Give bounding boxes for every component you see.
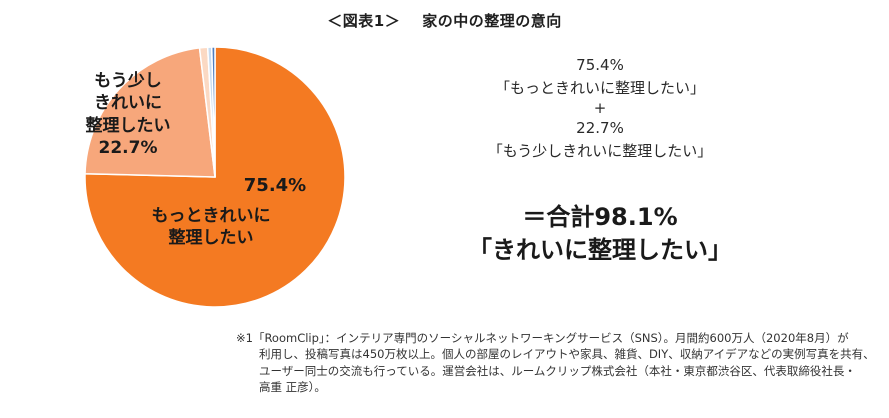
footnote-line3: ユーザー同士の交流も行っている。運営会社は、ルームクリップ株式会社（本社・東京都… [259,363,856,378]
slice-label-more-a-bit: もう少し きれいに 整理したい 22.7% [80,70,176,160]
summary-line2: 「もっときれいに整理したい」 [494,78,705,97]
slice-label-more-a-bit-line1: もう少し [94,71,162,91]
summary-total-line2: 「きれいに整理したい」 [468,236,732,265]
slice-label-much-more: もっときれいに 整理したい [136,205,286,250]
slice-label-more-a-bit-line2: きれいに [94,93,162,114]
summary-line1: 75.4% [576,56,624,74]
slice-much-more [84,46,346,308]
summary-total: ＝合計98.1% 「きれいに整理したい」 [420,201,780,267]
slice-value-more-a-bit: 22.7% [98,138,158,159]
summary-breakdown: 75.4% 「もっときれいに整理したい」 + 22.7% 「もう少しきれいに整理… [470,54,730,162]
slice-label-much-more-line2: 整理したい [168,228,254,249]
footnote-line1: ※1「RoomClip」：インテリア専門のソーシャルネットワーキングサービス（S… [236,331,849,345]
chart-title-text: 家の中の整理の意向 [422,12,562,30]
summary-line3: 22.7% [576,119,624,137]
slice-label-more-a-bit-line3: 整理したい [85,115,171,136]
slice-other-3 [210,46,216,178]
summary-plus: + [593,99,607,117]
pie-chart [84,46,346,308]
footnote: ※1「RoomClip」：インテリア専門のソーシャルネットワーキングサービス（S… [236,330,876,395]
summary-total-line1: ＝合計98.1% [522,203,678,231]
footnote-line4: 高重 正彦）。 [259,379,326,394]
chart-title: ＜図表1＞ 家の中の整理の意向 [0,10,889,31]
summary-line4: 「もう少しきれいに整理したい」 [487,141,713,160]
slice-value-much-more: 75.4% [243,175,307,196]
footnote-line2: 利用し、投稿写真は450万枚以上。個人の部屋のレイアウトや家具、雑貨、DIY、収… [259,347,875,362]
slice-more-a-bit [84,47,216,178]
chart-title-prefix: ＜図表1＞ [327,12,401,30]
slice-label-much-more-line1: もっときれいに [151,206,271,226]
